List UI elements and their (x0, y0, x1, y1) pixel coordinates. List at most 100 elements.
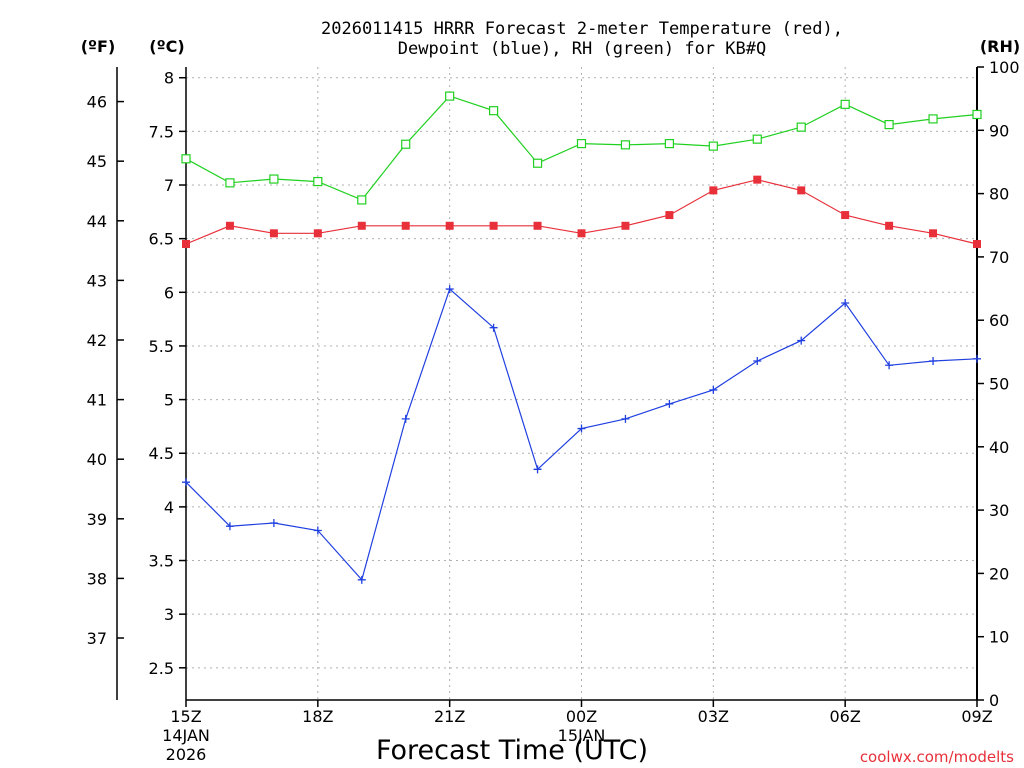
rh-point (796, 122, 806, 132)
x-tick-label: 09Z (961, 707, 992, 726)
dewpoint-point (401, 414, 410, 423)
x-tick-label: 21Z (434, 707, 465, 726)
fahrenheit-tick-label: 41 (87, 391, 107, 410)
rh-point (225, 178, 235, 188)
dewpoint-point (709, 385, 718, 394)
fahrenheit-tick-label: 45 (87, 152, 107, 171)
fahrenheit-unit-label: (ºF) (81, 37, 116, 56)
rh-point (532, 158, 543, 168)
rh-tick-label: 20 (989, 564, 1009, 583)
temperature-point (709, 186, 718, 195)
dewpoint-point (885, 361, 894, 370)
temperature-point (313, 229, 322, 238)
rh-point (313, 176, 323, 187)
rh-point (357, 195, 367, 205)
celsius-tick-label: 6.5 (149, 230, 174, 249)
rh-point (181, 154, 191, 164)
fahrenheit-tick-label: 37 (87, 629, 107, 648)
temperature-point (665, 211, 674, 220)
series-layer (181, 91, 982, 584)
rh-point (752, 134, 762, 144)
rh-tick-label: 50 (989, 375, 1009, 394)
dewpoint-point (533, 465, 542, 474)
temperature-point (269, 229, 278, 238)
celsius-tick-label: 4.5 (149, 444, 174, 463)
celsius-tick-label: 8 (164, 69, 174, 88)
rh-tick-label: 90 (989, 121, 1009, 140)
chart-subtitle: Dewpoint (blue), RH (green) for KB#Q (398, 39, 766, 59)
x-tick-date: 14JAN (162, 726, 210, 745)
axes: 2.5 3 3.5 4 4.5 5 5.5 6 6.5 7 7.5 8 37 38 39 40 41 42 43 44… (87, 58, 1020, 710)
dewpoint-point (665, 399, 674, 408)
rh-tick-label: 80 (989, 185, 1009, 204)
rh-point (620, 140, 631, 150)
celsius-tick-label: 7.5 (149, 122, 174, 141)
temperature-point (182, 240, 190, 249)
rh-unit-label: (RH) (980, 37, 1020, 56)
temperature-point (445, 221, 454, 230)
rh-point (576, 138, 587, 149)
temperature-point (401, 221, 410, 230)
fahrenheit-tick-label: 46 (87, 93, 107, 112)
dewpoint-point (753, 356, 762, 365)
x-tick-year: 2026 (166, 745, 207, 764)
dewpoint-point (313, 526, 322, 535)
temperature-point (533, 221, 542, 230)
temperature-point (929, 229, 938, 238)
x-tick-label: 18Z (302, 707, 333, 726)
dewpoint-point (797, 336, 806, 345)
dewpoint-point (621, 414, 630, 423)
dewpoint-point (841, 299, 850, 308)
dewpoint-point (577, 424, 586, 433)
celsius-tick-label: 5 (164, 391, 174, 410)
rh-point (664, 138, 674, 149)
celsius-tick-label: 4 (164, 498, 174, 517)
fahrenheit-tick-label: 40 (87, 450, 107, 469)
grid (185, 67, 978, 700)
temperature-point (357, 221, 366, 230)
celsius-tick-label: 6 (164, 283, 174, 302)
dewpoint-point (445, 285, 454, 294)
temperature-point (621, 221, 630, 230)
celsius-tick-label: 5.5 (149, 337, 174, 356)
celsius-tick-label: 3.5 (149, 552, 174, 571)
rh-point (840, 99, 850, 109)
celsius-unit-label: (ºC) (149, 37, 184, 56)
fahrenheit-tick-label: 38 (87, 569, 107, 588)
rh-tick-label: 100 (989, 58, 1020, 77)
celsius-tick-label: 7 (164, 176, 174, 195)
rh-point (445, 91, 455, 101)
celsius-tick-label: 2.5 (149, 659, 174, 678)
x-tick-label: 15Z (170, 707, 201, 726)
dewpoint-point (489, 323, 498, 332)
rh-tick-label: 60 (989, 311, 1009, 330)
celsius-tick-label: 3 (164, 605, 174, 624)
rh-point (489, 106, 499, 116)
dewpoint-point (357, 575, 366, 584)
temperature-point (489, 221, 498, 230)
x-tick-label: 00Z (566, 707, 597, 726)
x-axis-label: Forecast Time (UTC) (376, 735, 648, 766)
dewpoint-point (182, 478, 190, 487)
fahrenheit-tick-label: 43 (87, 271, 107, 290)
rh-tick-label: 30 (989, 501, 1009, 520)
rh-tick-label: 70 (989, 248, 1009, 267)
fahrenheit-tick-label: 39 (87, 510, 107, 529)
x-tick-label: 03Z (698, 707, 729, 726)
chart-title: 2026011415 HRRR Forecast 2-meter Tempera… (321, 19, 843, 39)
x-tick-date: 15JAN (558, 726, 606, 745)
rh-tick-label: 10 (989, 628, 1009, 647)
temperature-point (797, 186, 806, 195)
credit-text: coolwx.com/modelts (860, 748, 1014, 766)
rh-point (928, 114, 938, 124)
dewpoint-point (973, 354, 981, 363)
dewpoint-point (269, 518, 278, 527)
fahrenheit-tick-label: 44 (87, 212, 107, 231)
rh-point (884, 120, 894, 130)
dewpoint-point (929, 356, 938, 365)
temperature-point (885, 221, 894, 230)
temperature-point (973, 240, 981, 249)
fahrenheit-tick-label: 42 (87, 331, 107, 350)
